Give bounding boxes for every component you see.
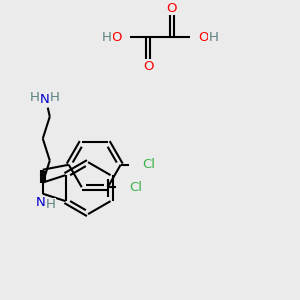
Text: H: H: [46, 198, 56, 211]
Text: N: N: [36, 196, 46, 209]
Text: O: O: [167, 2, 177, 15]
Text: O: O: [112, 31, 122, 44]
Text: H: H: [30, 91, 40, 104]
Text: H: H: [50, 91, 60, 104]
Text: H: H: [209, 31, 219, 44]
Text: Cl: Cl: [143, 158, 156, 171]
Text: O: O: [143, 60, 153, 73]
Text: N: N: [40, 93, 50, 106]
Text: O: O: [198, 31, 208, 44]
Text: Cl: Cl: [130, 181, 143, 194]
Text: H: H: [102, 31, 112, 44]
